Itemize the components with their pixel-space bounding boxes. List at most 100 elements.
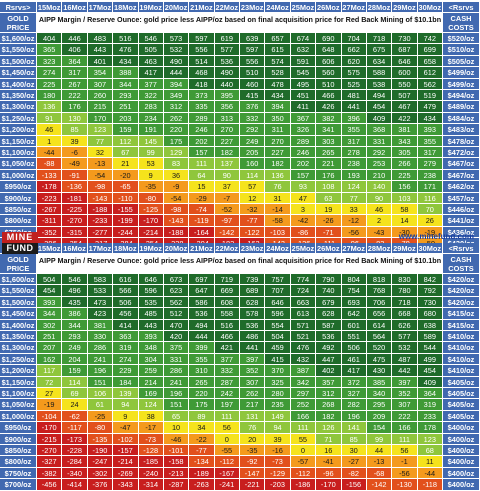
table1-data-cell: 634 — [366, 55, 393, 68]
table2-data-cell: -128 — [138, 445, 164, 457]
table1-data-cell: 355 — [341, 124, 367, 136]
table2-data-cell: 352 — [392, 388, 418, 400]
table1-data-cell: 687 — [392, 44, 418, 56]
table2-data-cell: 252 — [290, 399, 317, 411]
table2-data-cell: 397 — [240, 353, 266, 366]
table2-data-cell: 85 — [341, 433, 367, 445]
table2-data-cell: 38 — [138, 410, 164, 423]
table2-data-cell: 106 — [87, 388, 114, 400]
table1-data-cell: 591 — [290, 55, 317, 68]
table1-column-header: 24Moz — [265, 2, 291, 13]
table2-right-header: <Rsrvs — [443, 243, 480, 254]
table2-data-cell: 71 — [316, 433, 342, 445]
table2-data-cell: 516 — [214, 319, 240, 331]
table1-column-header: 15Moz — [37, 2, 63, 13]
table2-data-cell: -55 — [214, 445, 240, 457]
table1-data-cell: 331 — [366, 135, 393, 147]
table2-data-cell: 459 — [265, 342, 291, 354]
table1-data-cell: 619 — [214, 33, 240, 45]
table1-data-cell: -20 — [113, 169, 139, 182]
table1-data-cell: 451 — [290, 90, 317, 102]
table2-data-cell: -41 — [316, 456, 342, 468]
table1-data-cell: 203 — [113, 112, 139, 125]
table2-data-cell: 0 — [290, 445, 317, 457]
table2-data-cell: -62 — [62, 410, 88, 423]
table1-data-cell: 426 — [316, 101, 342, 113]
table1-data-cell: 157 — [189, 147, 215, 159]
table2-data-cell: -340 — [62, 467, 88, 480]
table1-data-cell: 674 — [290, 33, 317, 45]
table1-data-cell: 182 — [214, 147, 240, 159]
table2-data-cell: 456 — [113, 308, 139, 320]
table2-cash-cost-cell: $410/oz — [443, 342, 480, 354]
table2-data-cell: -68 — [366, 467, 393, 480]
table1-data-cell: 292 — [366, 147, 393, 159]
table2-column-header: 24Moz — [265, 243, 291, 254]
table1-data-cell: -178 — [37, 181, 63, 193]
table1-data-cell: -170 — [138, 215, 164, 227]
table2-data-cell: -73 — [138, 433, 164, 445]
table1-data-cell: 323 — [37, 55, 63, 68]
table1-data-cell: 193 — [341, 169, 367, 182]
table2-data-cell: -13 — [366, 456, 393, 468]
table2-data-cell: -77 — [189, 445, 215, 457]
table2-data-cell: 357 — [316, 376, 342, 388]
table1-gold-price-cell: $1,000/oz — [0, 169, 37, 182]
table2-data-cell: 307 — [392, 399, 418, 411]
table2-data-cell: 432 — [290, 353, 317, 366]
table1-data-cell: -42 — [290, 215, 317, 227]
table2-data-cell: 196 — [87, 365, 114, 377]
table1-data-cell: 1 — [37, 135, 63, 147]
table2-data-cell: 65 — [163, 410, 190, 423]
table1-data-cell: -143 — [163, 215, 190, 227]
table1-data-cell: 446 — [62, 33, 88, 45]
table2-data-cell: 421 — [214, 342, 240, 354]
table2-data-cell: 562 — [163, 296, 190, 309]
table1-data-cell: 411 — [290, 101, 317, 113]
table1-data-cell: 675 — [366, 44, 393, 56]
table1-data-cell: -54 — [87, 169, 114, 182]
table2-data-cell: 24 — [62, 399, 88, 411]
table2-data-cell: -129 — [265, 467, 291, 480]
table2-cash-cost-cell: $405/oz — [443, 388, 480, 400]
table1-column-header: 18Moz — [113, 2, 139, 13]
website-link[interactable]: www.minefund.com — [398, 232, 474, 241]
table1-data-cell: 76 — [265, 181, 291, 193]
table2-data-cell: 196 — [341, 410, 367, 423]
table2-data-cell: 55 — [290, 433, 317, 445]
table1-data-cell: -98 — [163, 204, 190, 216]
table2-data-cell: 790 — [316, 274, 342, 286]
table2-column-header: 27Moz — [341, 243, 367, 254]
table2-data-cell: 61 — [87, 399, 114, 411]
table2-data-cell: 310 — [189, 365, 215, 377]
table1-data-cell: 160 — [240, 158, 266, 170]
table2-data-cell: -92 — [240, 456, 266, 468]
table2-data-cell: 466 — [214, 331, 240, 343]
table1-data-cell: 64 — [189, 169, 215, 182]
table1-data-cell: 136 — [37, 101, 63, 113]
table2-gold-price-cell: $1,100/oz — [0, 388, 37, 400]
table1-data-cell: 545 — [290, 67, 317, 79]
table1-data-cell: 31 — [265, 192, 291, 204]
table2-data-cell: 589 — [417, 331, 443, 343]
table1-column-header: 17Moz — [87, 2, 114, 13]
table2-data-cell: 20 — [240, 433, 266, 445]
table2-data-cell: 182 — [316, 410, 342, 423]
table1-data-cell: -164 — [189, 226, 215, 239]
table2-data-cell: 131 — [240, 410, 266, 423]
table1-data-cell: 597 — [240, 44, 266, 56]
table2-data-cell: 262 — [240, 388, 266, 400]
table1-data-cell: 560 — [316, 67, 342, 79]
table2-column-header: 18Moz — [113, 243, 139, 254]
table2-data-cell: 372 — [341, 376, 367, 388]
table1-data-cell: 556 — [189, 44, 215, 56]
table2-data-cell: 707 — [265, 285, 291, 297]
table2-data-cell: 111 — [214, 410, 240, 423]
table2-data-cell: 485 — [138, 308, 164, 320]
table2-gold-price-cell: $1,500/oz — [0, 296, 37, 309]
table2-data-cell: -382 — [37, 467, 63, 480]
table2-cash-cost-cell: $410/oz — [443, 353, 480, 366]
table1-data-cell: 238 — [341, 158, 367, 170]
table1-data-cell: 349 — [163, 90, 190, 102]
table1-data-cell: 123 — [87, 124, 114, 136]
